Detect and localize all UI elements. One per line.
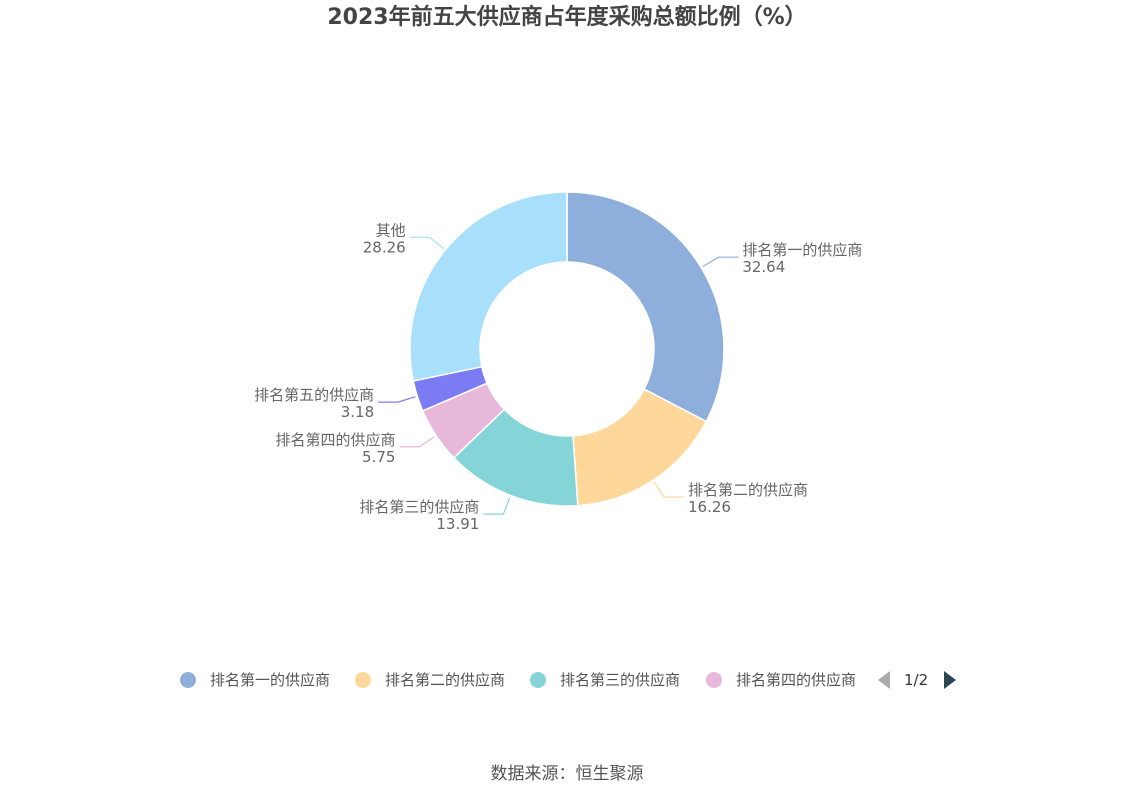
slice-value-label: 5.75 [362, 448, 395, 466]
triangle-left-icon[interactable] [878, 671, 890, 689]
legend-label: 排名第三的供应商 [560, 671, 681, 689]
slice-value-label: 28.26 [363, 238, 406, 256]
legend-label: 排名第一的供应商 [210, 671, 331, 689]
data-source: 数据来源：恒生聚源 [490, 764, 644, 784]
donut-slices [409, 191, 725, 507]
legend-label: 排名第二的供应商 [385, 671, 506, 689]
legend-marker-icon [180, 672, 196, 688]
legend-marker-icon [355, 672, 371, 688]
legend-label: 排名第四的供应商 [736, 671, 857, 689]
triangle-right-icon[interactable] [944, 671, 956, 689]
leader-line-3 [483, 497, 511, 515]
label-leader-lines [378, 236, 739, 515]
leader-line-1 [702, 256, 739, 268]
leader-line-5 [378, 396, 416, 403]
slice-category-label: 排名第三的供应商 [359, 498, 479, 516]
slice-category-label: 排名第一的供应商 [742, 241, 862, 259]
slice-value-label: 16.26 [688, 498, 731, 516]
slice-category-label: 排名第二的供应商 [688, 481, 808, 499]
leader-line-6 [409, 236, 445, 250]
slice-category-label: 排名第五的供应商 [254, 386, 374, 404]
legend-marker-icon [530, 672, 546, 688]
slice-category-label: 其他 [376, 221, 406, 239]
legend: 排名第一的供应商 排名第二的供应商 排名第三的供应商 排名第四的供应商 1/2 [0, 666, 1134, 694]
legend-page-indicator: 1/2 [904, 671, 929, 689]
donut-slice-6[interactable] [409, 191, 568, 382]
slice-value-label: 3.18 [341, 403, 374, 421]
slice-value-label: 32.64 [742, 258, 785, 276]
chart-title: 2023年前五大供应商占年度采购总额比例（%） [327, 5, 807, 30]
leader-line-4 [399, 436, 435, 448]
donut-slice-1[interactable] [566, 191, 725, 423]
slice-category-label: 排名第四的供应商 [275, 431, 395, 449]
leader-line-2 [653, 481, 684, 498]
legend-marker-icon [706, 672, 722, 688]
slice-value-label: 13.91 [436, 515, 479, 533]
